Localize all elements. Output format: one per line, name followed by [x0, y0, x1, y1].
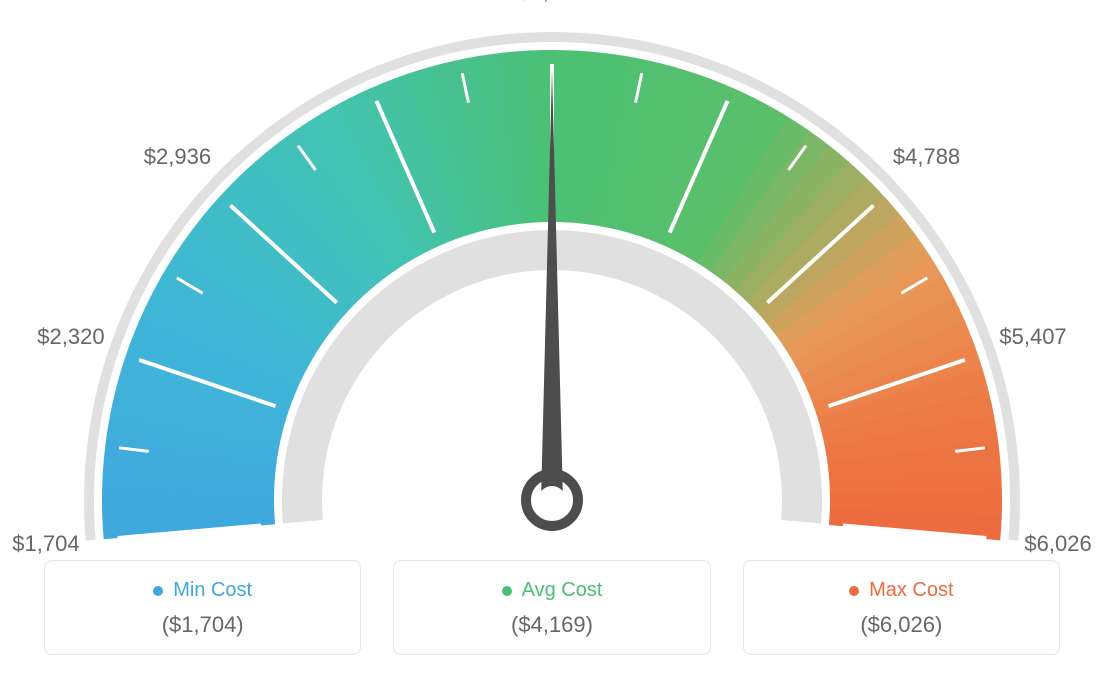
gauge-tick-label: $2,936	[144, 144, 211, 170]
avg-dot-icon	[502, 586, 512, 596]
gauge-tick-label: $4,169	[518, 0, 585, 5]
gauge-tick-label: $5,407	[999, 324, 1066, 350]
avg-cost-card: Avg Cost ($4,169)	[393, 560, 710, 655]
gauge-tick-label: $6,026	[1024, 531, 1091, 557]
min-cost-value: ($1,704)	[55, 612, 350, 638]
avg-cost-label: Avg Cost	[522, 579, 603, 602]
summary-cards: Min Cost ($1,704) Avg Cost ($4,169) Max …	[0, 560, 1104, 679]
min-cost-label: Min Cost	[173, 579, 252, 602]
gauge-svg	[0, 0, 1104, 560]
max-cost-value: ($6,026)	[754, 612, 1049, 638]
min-cost-card: Min Cost ($1,704)	[44, 560, 361, 655]
gauge-chart: $1,704 $2,320 $2,936 $4,169 $4,788 $5,407 $6,0…	[0, 0, 1104, 560]
max-dot-icon	[849, 586, 859, 596]
gauge-tick-label: $1,704	[12, 531, 79, 557]
max-cost-card: Max Cost ($6,026)	[743, 560, 1060, 655]
max-cost-label: Max Cost	[869, 579, 953, 602]
gauge-tick-label: $2,320	[37, 324, 104, 350]
gauge-tick-label: $4,788	[893, 144, 960, 170]
min-dot-icon	[153, 586, 163, 596]
avg-cost-value: ($4,169)	[404, 612, 699, 638]
